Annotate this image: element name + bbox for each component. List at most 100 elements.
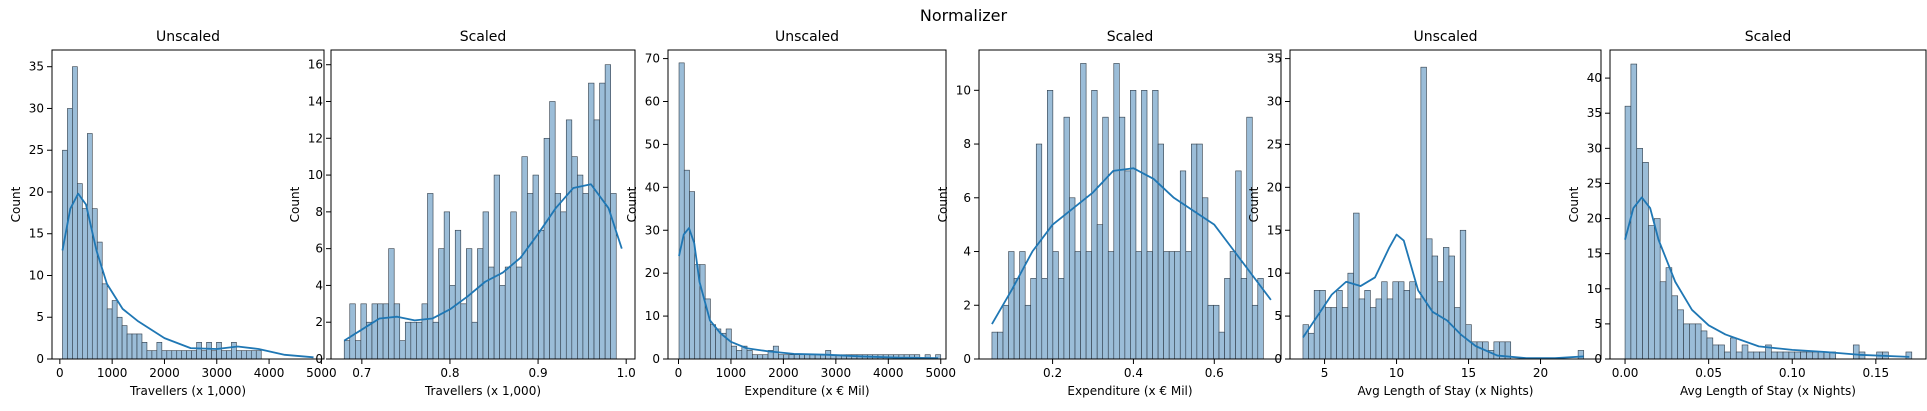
histogram-bar <box>111 300 118 360</box>
histogram-bar <box>1677 309 1684 360</box>
histogram-bar <box>1375 298 1382 360</box>
histogram-bar <box>1694 323 1702 360</box>
y-axis-label: Count <box>1247 186 1261 222</box>
histogram-bar <box>1776 351 1784 360</box>
y-tick-label: 2 <box>315 315 323 329</box>
chart-panel-3: 0 1000 2000 3000 4000 5000 0 10 20 30 40 50 60 70 Unsc… <box>625 29 956 398</box>
histogram-bar <box>1191 143 1198 360</box>
histogram-bar <box>493 174 500 360</box>
histogram-bar <box>527 193 534 360</box>
histogram-bar <box>532 174 539 360</box>
histogram-bar <box>443 211 450 360</box>
histogram-bar <box>521 156 528 360</box>
histogram-bar <box>804 354 811 360</box>
histogram-bar <box>1085 251 1092 360</box>
histogram-bar <box>1689 323 1696 360</box>
x-tick-label: 3000 <box>821 366 852 380</box>
histogram-bar <box>778 354 785 360</box>
y-tick-label: 10 <box>645 309 660 323</box>
x-tick-label: 0.9 <box>529 366 548 380</box>
histogram-bar <box>1135 251 1142 360</box>
histogram-bar <box>1030 278 1037 360</box>
y-axis-label: Count <box>9 186 23 222</box>
histogram-bar <box>1336 290 1343 360</box>
histogram-bar <box>1782 351 1790 360</box>
axes-frame <box>978 49 1282 360</box>
histogram-bar <box>393 303 401 360</box>
kde-curve <box>678 227 939 360</box>
histogram-bar <box>382 303 389 360</box>
histogram-bar <box>482 211 489 360</box>
kde-curve <box>61 192 314 359</box>
histogram-bar <box>1035 143 1043 360</box>
histogram-bar <box>560 211 567 360</box>
x-tick-label: 5000 <box>925 366 956 380</box>
y-tick-label: 0 <box>963 352 971 366</box>
histogram-bar <box>1905 351 1913 360</box>
histogram-bar <box>421 303 428 360</box>
x-tick-label: 15 <box>1461 366 1476 380</box>
x-tick-label: 0.15 <box>1862 366 1889 380</box>
histogram-bar <box>121 325 128 360</box>
histogram-bar <box>499 285 506 360</box>
y-tick-label: 0 <box>315 352 323 366</box>
histogram-bar <box>1730 337 1737 360</box>
y-tick-label: 12 <box>308 131 323 145</box>
y-tick-label: 10 <box>1267 266 1282 280</box>
histogram-bar <box>1251 304 1259 360</box>
histogram-bar <box>1202 197 1209 360</box>
histogram-bar <box>77 183 83 360</box>
chart-title: Unscaled <box>1413 29 1477 45</box>
histogram-bar <box>577 174 584 360</box>
histogram-bar <box>1706 337 1714 360</box>
chart-panel-6: 0.00 0.05 0.10 0.15 0 5 10 15 20 25 30 35 40 Scaled Av… <box>1567 29 1927 398</box>
histogram-bar <box>206 341 212 360</box>
y-tick-label: 0 <box>1274 352 1282 366</box>
chart-panel-2: 0.7 0.8 0.9 1.0 0 2 4 6 8 10 12 14 16 Scaled Traveller… <box>288 29 636 398</box>
histogram-bar <box>1235 170 1242 360</box>
histogram-bar <box>221 350 227 360</box>
y-tick-label: 15 <box>1267 223 1282 237</box>
histogram-bar <box>1403 290 1410 360</box>
y-tick-label: 40 <box>1587 71 1602 85</box>
chart-title: Unscaled <box>156 29 220 45</box>
histogram-bar <box>136 333 143 360</box>
y-tick-label: 15 <box>1587 247 1602 261</box>
histogram-bar <box>471 321 478 360</box>
histogram-bar <box>1341 307 1349 360</box>
x-tick-label: 0.4 <box>1124 366 1143 380</box>
y-tick-label: 30 <box>29 101 44 115</box>
x-tick-label: 5 <box>1321 366 1329 380</box>
histogram-bar <box>201 350 207 360</box>
histogram-bar <box>181 350 187 360</box>
histogram-bar <box>404 321 412 360</box>
histogram-bar <box>116 316 123 360</box>
histogram-bar <box>1224 278 1231 360</box>
histogram-bar <box>255 350 262 360</box>
chart-title: Scaled <box>460 29 507 45</box>
histogram-bar <box>1409 281 1416 360</box>
histogram-bar <box>783 354 790 360</box>
histogram-bar <box>1800 351 1807 360</box>
y-tick-label: 2 <box>963 298 971 312</box>
y-tick-label: 40 <box>645 180 660 194</box>
y-tick-label: 15 <box>29 227 44 241</box>
y-tick-label: 70 <box>645 52 660 66</box>
histogram-bar <box>399 340 406 360</box>
histogram-bar <box>1141 90 1148 360</box>
chart-panel-5: 5 10 15 20 0 5 10 15 20 25 30 35 Unscaled Avg Length … <box>1247 29 1602 398</box>
histogram-bar <box>725 328 732 360</box>
histogram-bar <box>231 341 237 360</box>
x-tick-label: 4000 <box>254 366 285 380</box>
x-tick-label: 0.10 <box>1779 366 1806 380</box>
histogram-bar <box>186 350 192 360</box>
histogram-bar <box>101 283 108 360</box>
histogram-bar <box>1398 281 1405 360</box>
chart-title: Unscaled <box>775 29 839 45</box>
histogram-bar <box>1817 351 1825 360</box>
histogram-bar <box>1718 344 1725 360</box>
histogram-bar <box>1168 251 1176 360</box>
y-tick-label: 5 <box>36 310 44 324</box>
histogram-bar <box>1041 278 1048 360</box>
histogram-bar <box>599 82 606 360</box>
